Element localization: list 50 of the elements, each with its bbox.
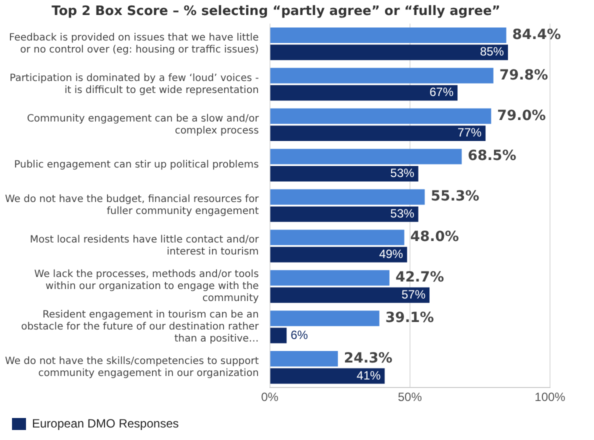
bar — [270, 230, 404, 246]
data-label: 79.0% — [497, 108, 546, 124]
bar — [270, 166, 418, 182]
data-label: 6% — [290, 328, 308, 342]
y-tick-label: Most local residents have little contact and/or interest in tourism — [30, 234, 260, 258]
data-label: 68.5% — [468, 148, 516, 164]
data-label: 84.4% — [512, 26, 561, 43]
data-label: 39.1% — [385, 310, 434, 326]
y-tick-label: Public engagement can stir up political problems — [14, 160, 259, 171]
legend-label: European DMO Responses — [32, 416, 179, 430]
y-tick-label: We lack the processes, methods and/or tools within our organization to engage with the community — [34, 269, 259, 304]
bar — [270, 328, 287, 344]
bar — [270, 189, 425, 205]
data-label: 79.8% — [499, 67, 548, 84]
bar — [270, 206, 418, 222]
y-tick-label: We do not have the budget, financial resources for fuller community engagement — [4, 194, 260, 218]
y-tick-label: Community engagement can be a slow and/or complex process — [26, 113, 260, 136]
y-tick-label: Participation is dominated by a few ‘loud’ voices - it is difficult to get wide representation — [10, 72, 260, 96]
data-label: 85% — [480, 44, 504, 59]
bar — [270, 310, 380, 326]
bar — [270, 68, 494, 84]
bar — [270, 246, 408, 262]
x-tick-label: 0% — [261, 390, 279, 404]
y-tick-label: We do not have the skills/competencies to support community engagement in our organization — [5, 356, 259, 379]
data-label: 42.7% — [395, 270, 444, 286]
data-label: 53% — [390, 166, 415, 180]
data-label: 41% — [356, 368, 381, 382]
data-label: 24.3% — [344, 350, 392, 366]
bar — [270, 44, 508, 60]
x-tick-label: 50% — [398, 390, 422, 404]
x-tick-label: 100% — [534, 390, 566, 404]
data-label: 67% — [430, 85, 454, 100]
data-label: 49% — [379, 246, 404, 261]
data-label: 53% — [390, 206, 415, 221]
data-label: 77% — [458, 126, 482, 140]
chart-title: Top 2 Box Score – % selecting “partly agree” or “fully agree” — [52, 4, 500, 20]
bar — [270, 85, 458, 101]
bar — [270, 27, 506, 43]
y-tick-label: Resident engagement in tourism can be an obstacle for the future of our destination rather than a positive… — [21, 310, 260, 345]
data-label: 55.3% — [430, 188, 480, 205]
bar — [270, 368, 385, 384]
bar — [270, 126, 486, 142]
bar — [270, 270, 390, 286]
data-label: 48.0% — [410, 229, 459, 246]
bar — [270, 287, 430, 303]
y-tick-label: Feedback is provided on issues that we have little or no control over (eg: housing or traffic issues) — [8, 32, 259, 56]
bar — [270, 148, 462, 164]
bar — [270, 108, 492, 124]
data-label: 57% — [401, 287, 426, 302]
bar — [270, 351, 338, 367]
